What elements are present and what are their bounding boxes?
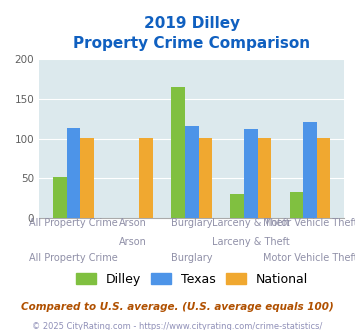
Text: Arson: Arson [119, 218, 147, 228]
Text: Larceny & Theft: Larceny & Theft [212, 237, 290, 247]
Bar [258, 138, 271, 218]
Bar [198, 138, 212, 218]
Bar [53, 177, 66, 218]
Bar [290, 192, 303, 218]
Text: Arson: Arson [119, 237, 147, 247]
Text: © 2025 CityRating.com - https://www.cityrating.com/crime-statistics/: © 2025 CityRating.com - https://www.city… [32, 322, 323, 330]
Text: Burglary: Burglary [171, 252, 212, 263]
Title: 2019 Dilley
Property Crime Comparison: 2019 Dilley Property Crime Comparison [73, 16, 310, 51]
Bar [303, 122, 317, 218]
Text: Burglary: Burglary [171, 218, 212, 228]
Text: Compared to U.S. average. (U.S. average equals 100): Compared to U.S. average. (U.S. average … [21, 302, 334, 312]
Text: All Property Crime: All Property Crime [29, 218, 118, 228]
Legend: Dilley, Texas, National: Dilley, Texas, National [71, 268, 313, 291]
Bar [317, 138, 331, 218]
Bar [244, 129, 258, 218]
Text: All Property Crime: All Property Crime [29, 252, 118, 263]
Text: Larceny & Theft: Larceny & Theft [212, 218, 290, 228]
Bar [139, 138, 153, 218]
Bar [171, 87, 185, 218]
Bar [80, 138, 94, 218]
Text: Motor Vehicle Theft: Motor Vehicle Theft [263, 252, 355, 263]
Text: Motor Vehicle Theft: Motor Vehicle Theft [263, 218, 355, 228]
Bar [230, 194, 244, 218]
Bar [66, 128, 80, 218]
Bar [185, 126, 198, 218]
